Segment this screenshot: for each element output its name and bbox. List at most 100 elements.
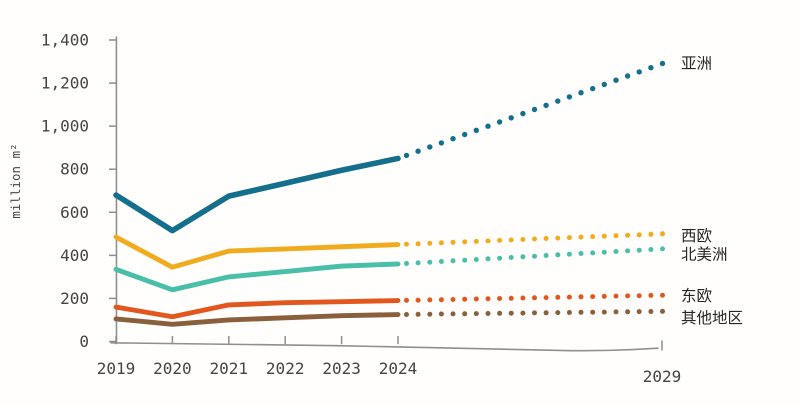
forecast-dot-asia (496, 119, 503, 125)
forecast-dot-other-regions (450, 311, 456, 317)
forecast-dot-north-america (532, 253, 537, 259)
forecast-dot-eastern-europe (520, 295, 526, 301)
forecast-dot-eastern-europe (485, 296, 491, 302)
forecast-dot-north-america (613, 249, 619, 254)
forecast-dot-north-america (555, 252, 561, 258)
forecast-dot-eastern-europe (532, 295, 537, 301)
forecast-dot-north-america (625, 248, 631, 254)
forecast-dot-north-america (520, 254, 526, 260)
y-tick-label: 200 (60, 289, 89, 308)
forecast-dot-asia (450, 136, 456, 142)
forecast-dot-eastern-europe (404, 297, 409, 303)
forecast-dot-north-america (404, 261, 409, 266)
forecast-dot-north-america (601, 249, 607, 255)
forecast-dot-asia (578, 90, 584, 96)
forecast-dot-asia (659, 60, 666, 67)
y-tick-label: 1,200 (41, 74, 89, 93)
forecast-dot-asia (590, 85, 596, 92)
forecast-dot-asia (636, 69, 642, 75)
x-tick-label: 2021 (210, 359, 249, 378)
forecast-dot-asia (648, 65, 654, 71)
forecast-dot-eastern-europe (438, 297, 444, 303)
forecast-dot-north-america (438, 259, 444, 264)
forecast-dot-asia (415, 148, 421, 154)
forecast-dot-western-europe (427, 240, 433, 246)
forecast-dot-western-europe (625, 232, 631, 238)
forecast-dot-asia (403, 152, 410, 159)
forecast-dot-north-america (636, 247, 642, 253)
forecast-dot-eastern-europe (543, 295, 549, 301)
forecast-dot-eastern-europe (601, 293, 607, 299)
forecast-dot-eastern-europe (473, 296, 479, 302)
series-label-western-europe: 西欧 (681, 227, 712, 245)
forecast-dot-other-regions (508, 310, 514, 316)
forecast-dot-asia (531, 106, 538, 113)
forecast-dot-other-regions (566, 310, 572, 315)
forecast-dot-eastern-europe (648, 292, 654, 298)
forecast-dot-other-regions (590, 309, 596, 315)
forecast-dot-north-america (473, 257, 479, 262)
forecast-dot-north-america (578, 251, 584, 256)
forecast-dot-western-europe (508, 237, 514, 243)
forecast-dot-western-europe (636, 232, 642, 238)
forecast-dot-other-regions (520, 310, 526, 316)
forecast-dot-eastern-europe (613, 293, 619, 299)
forecast-dot-western-europe (438, 240, 444, 246)
forecast-dot-western-europe (613, 233, 619, 239)
forecast-dot-asia (473, 127, 479, 133)
forecast-dot-asia (566, 94, 573, 100)
forecast-dot-north-america (427, 259, 433, 265)
forecast-dot-north-america (660, 246, 665, 252)
forecast-dot-eastern-europe (660, 292, 665, 298)
x-tick-label: 2020 (153, 359, 192, 378)
forecast-dot-eastern-europe (625, 293, 631, 299)
forecast-dot-asia (462, 131, 468, 138)
forecast-dot-other-regions (473, 311, 479, 317)
forecast-dot-western-europe (404, 241, 409, 247)
forecast-dot-north-america (648, 247, 654, 252)
x-tick-label: 2024 (379, 359, 418, 378)
forecast-dot-asia (555, 98, 561, 104)
x-tick-label: 2019 (97, 359, 136, 378)
forecast-dot-other-regions (543, 310, 549, 316)
forecast-dot-western-europe (462, 239, 468, 245)
forecast-dot-eastern-europe (508, 295, 514, 301)
forecast-dot-other-regions (404, 312, 409, 317)
forecast-dot-asia (520, 110, 526, 117)
forecast-dot-other-regions (601, 309, 607, 315)
x-tick-label: 2023 (322, 359, 361, 378)
forecast-dot-asia (427, 144, 433, 150)
y-tick-label: 800 (60, 160, 89, 179)
forecast-dot-western-europe (590, 234, 596, 240)
forecast-dot-north-america (508, 255, 514, 260)
forecast-dot-eastern-europe (427, 297, 433, 303)
forecast-dot-asia (438, 140, 445, 146)
forecast-dot-north-america (543, 253, 549, 258)
forecast-dot-western-europe (601, 233, 607, 239)
series-line-other-regions (113, 312, 401, 327)
forecast-dot-other-regions (427, 311, 433, 317)
forecast-dot-eastern-europe (497, 296, 503, 301)
forecast-dot-other-regions (415, 311, 421, 317)
forecast-dot-north-america (485, 256, 491, 262)
forecast-dot-asia (485, 123, 491, 129)
forecast-dot-other-regions (636, 309, 642, 315)
forecast-dot-other-regions (625, 309, 631, 315)
forecast-dot-western-europe (566, 235, 572, 241)
forecast-dot-eastern-europe (462, 296, 468, 302)
forecast-dot-western-europe (485, 238, 491, 244)
y-tick-label: 0 (79, 332, 89, 351)
forecast-dot-eastern-europe (555, 294, 561, 300)
forecast-dot-north-america (497, 255, 503, 261)
forecast-dot-other-regions (532, 310, 537, 316)
forecast-dot-other-regions (578, 309, 584, 315)
forecast-dot-western-europe (532, 236, 537, 242)
series-line-eastern-europe (113, 298, 401, 320)
y-tick-label: 600 (60, 203, 89, 222)
forecast-dot-other-regions (497, 310, 503, 316)
forecast-dot-western-europe (450, 239, 456, 245)
forecast-dot-western-europe (473, 238, 479, 244)
forecast-dot-asia (508, 115, 514, 121)
